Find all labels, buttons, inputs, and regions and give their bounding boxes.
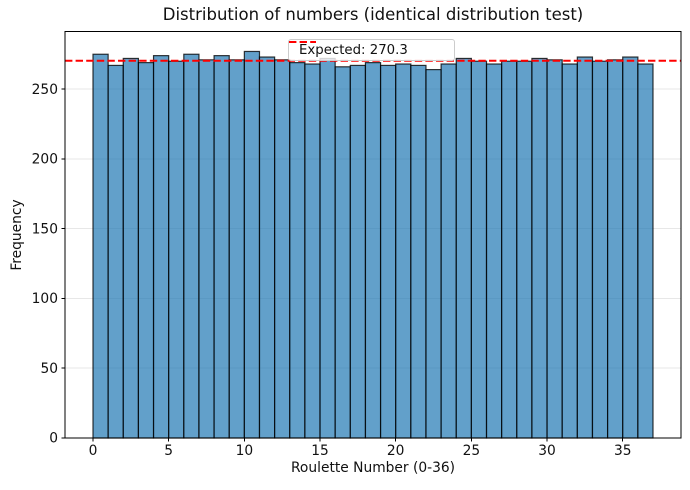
histogram-bar [168,60,185,439]
legend-label: Expected: 270.3 [299,42,408,58]
histogram-bar [379,64,397,439]
histogram-bar [122,57,140,439]
y-tick-label: 50 [40,361,58,377]
histogram-bar [274,59,291,439]
histogram-bar [243,50,261,439]
histogram-bar [561,63,578,439]
y-tick-label: 0 [49,431,58,447]
x-tick-label: 25 [463,443,481,459]
histogram-bar [410,64,427,439]
histogram-bar [289,62,306,439]
y-tick-label: 150 [32,221,58,237]
y-axis-label: Frequency [9,199,25,271]
x-tick-label: 15 [311,443,329,459]
histogram-bar [425,68,442,439]
x-tick-label: 0 [89,443,98,459]
histogram-bar [576,56,594,439]
histogram-bar [183,53,200,439]
histogram-bar [546,59,563,439]
axes-spines [64,31,682,439]
histogram-bar [349,64,367,439]
x-tick-label: 10 [236,443,254,459]
histogram-bar [395,63,412,439]
y-tick-label: 200 [32,152,58,168]
x-tick-label: 20 [387,443,405,459]
histogram-bar [622,56,639,439]
dashed-line-legend-marker [289,41,316,43]
histogram-bar [470,60,488,439]
histogram-bar [107,64,124,439]
y-tick-label: 250 [32,82,58,98]
legend: Expected: 270.3 [288,39,455,61]
y-tick-label: 100 [32,291,58,307]
histogram-bar [485,63,503,439]
histogram-bar [258,56,276,439]
histogram-bar [92,53,109,439]
histogram-bar [606,59,624,439]
histogram-bar [364,62,382,439]
x-axis-label: Roulette Number (0-36) [290,460,456,476]
histogram-bar [501,60,518,439]
histogram-bar [334,66,351,439]
histogram-bar [440,63,457,439]
chart-title: Distribution of numbers (identical distr… [162,5,584,24]
histogram-bar [591,60,609,439]
histogram-bar [152,55,170,439]
histogram-bar [213,55,230,439]
histogram-bar [228,59,245,439]
histogram-bar [637,63,654,439]
histogram-bar [531,57,548,439]
x-tick-label: 30 [538,443,556,459]
histogram-bar [516,60,533,439]
x-tick-label: 5 [164,443,173,459]
histogram-bar [198,59,215,439]
histogram-bar [319,57,336,439]
histogram-bar [137,62,155,439]
histogram-bar [304,63,321,439]
histogram-bar [455,57,472,439]
x-tick-label: 35 [614,443,632,459]
